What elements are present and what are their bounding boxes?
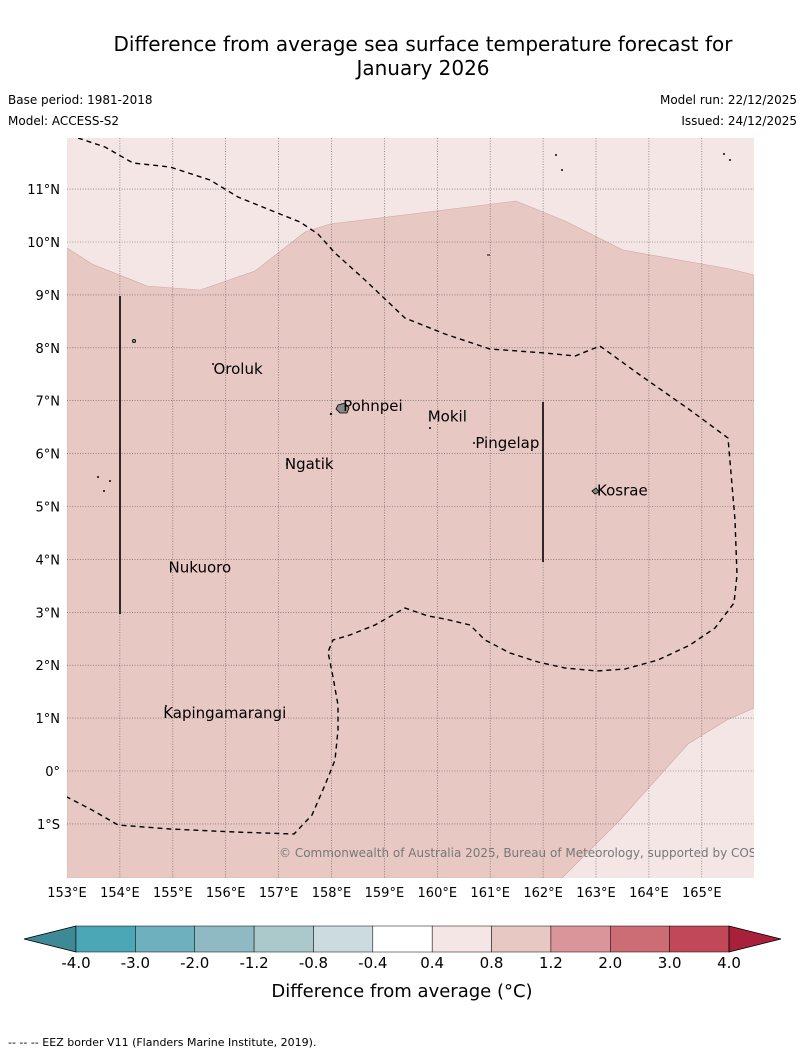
lat-tick-label: 3°N — [36, 606, 61, 621]
model-run: Model run: 22/12/2025 — [659, 93, 797, 107]
lat-tick-label: 8°N — [36, 342, 61, 357]
colorbar-tick-label: -4.0 — [61, 954, 90, 972]
lat-tick-label: 11°N — [27, 183, 60, 198]
place-label-oroluk: Oroluk — [213, 360, 262, 378]
map-title: Difference from average sea surface temp… — [40, 32, 804, 80]
lon-tick-label: 159°E — [365, 886, 405, 901]
lon-tick-label: 163°E — [576, 886, 616, 901]
island-dot — [472, 441, 475, 444]
eez-footnote: -- -- -- EEZ border V11 (Flanders Marine… — [8, 1036, 317, 1049]
pohnpei-island — [335, 402, 350, 414]
colorbar-tick-label: -0.8 — [299, 954, 328, 972]
lat-tick-label: 2°N — [36, 659, 61, 674]
island-dot — [329, 412, 333, 416]
lon-tick-label: 161°E — [470, 886, 510, 901]
island-dot — [723, 152, 726, 155]
colorbar-tick-label: -3.0 — [121, 954, 150, 972]
lon-tick-label: 153°E — [47, 886, 87, 901]
lat-tick-label: 5°N — [36, 501, 61, 516]
place-label-mokil: Mokil — [428, 408, 467, 426]
island-dot — [729, 158, 732, 161]
kosrae-island — [591, 487, 600, 495]
colorbar-segment — [431, 925, 492, 953]
colorbar-tick-label: 1.2 — [539, 954, 563, 972]
place-label-kapingamarangi: Kapingamarangi — [163, 704, 286, 722]
map-title-line1: Difference from average sea surface temp… — [113, 32, 733, 56]
lat-tick-label: 7°N — [36, 395, 61, 410]
island-dot — [109, 479, 112, 482]
colorbar-segment — [550, 925, 611, 953]
place-label-nukuoro: Nukuoro — [169, 558, 232, 576]
colorbar-segment — [313, 925, 374, 953]
islands — [97, 152, 732, 708]
colorbar-tick-label: -0.4 — [358, 954, 387, 972]
place-label-pingelap: Pingelap — [475, 434, 539, 452]
colorbar: -4.0 -3.0 -2.0 -1.2 -0.8 -0.4 0.4 0.8 1.2 2.0 3.0 4… — [23, 925, 782, 972]
anomaly-region-08-12 — [67, 200, 754, 878]
lon-tick-label: 164°E — [629, 886, 669, 901]
colorbar-tick-label: 0.4 — [420, 954, 444, 972]
colorbar-tick-label: 2.0 — [598, 954, 622, 972]
lat-tick-label: 4°N — [36, 553, 61, 568]
lat-tick-label: 6°N — [36, 448, 61, 463]
island-dot — [211, 362, 214, 365]
place-label-kosrae: Kosrae — [597, 482, 648, 500]
island-dot — [103, 489, 106, 492]
colorbar-tick-label: -2.0 — [180, 954, 209, 972]
lon-tick-label: 165°E — [682, 886, 722, 901]
lat-tick-label: 10°N — [27, 236, 60, 251]
lon-tick-label: 156°E — [206, 886, 246, 901]
colorbar-tick-label: 4.0 — [717, 954, 741, 972]
lat-tick-label: 1°S — [37, 818, 60, 833]
model-name: Model: ACCESS-S2 — [8, 114, 120, 128]
place-label-pohnpei: Pohnpei — [343, 397, 403, 415]
map-title-line2: January 2026 — [356, 56, 490, 80]
copyright-credit: © Commonwealth of Australia 2025, Bureau… — [279, 846, 784, 860]
colorbar-extend-low — [23, 925, 77, 953]
colorbar-extend-high — [728, 925, 782, 953]
island-dot — [561, 168, 564, 171]
colorbar-segment — [372, 925, 433, 953]
colorbar-segment — [75, 925, 136, 953]
eez-border-line — [67, 138, 738, 835]
place-labels: Oroluk Pohnpei Mokil Pingelap Ngatik Kosrae Nu… — [163, 360, 647, 722]
colorbar-segment — [669, 925, 730, 953]
colorbar-tick-label: -1.2 — [239, 954, 268, 972]
issued-date: Issued: 24/12/2025 — [681, 114, 797, 128]
colorbar-segment — [610, 925, 670, 953]
latitude-ticks: 11°N 10°N 9°N 8°N 7°N 6°N 5°N 4°N 3°N 2°N 1°N 0° 1°S — [27, 183, 60, 833]
island-dot — [555, 153, 558, 156]
lat-tick-label: 0° — [45, 765, 60, 780]
island-dot — [169, 568, 172, 571]
lat-tick-label: 1°N — [36, 712, 61, 727]
graticule — [67, 138, 754, 878]
island-dot — [164, 705, 167, 708]
longitude-ticks: 153°E 154°E 155°E 156°E 157°E 158°E 159°E 160°E… — [47, 886, 721, 901]
colorbar-segment — [253, 925, 314, 953]
island-dot — [285, 462, 288, 465]
lon-tick-label: 162°E — [523, 886, 563, 901]
colorbar-segment — [135, 925, 195, 953]
base-period: Base period: 1981-2018 — [8, 93, 153, 107]
island-dot — [428, 426, 431, 429]
place-label-ngatik: Ngatik — [285, 455, 334, 473]
island-dot — [131, 338, 136, 343]
lon-tick-label: 154°E — [100, 886, 140, 901]
lon-tick-label: 155°E — [153, 886, 193, 901]
colorbar-tick-label: 0.8 — [480, 954, 504, 972]
lon-tick-label: 160°E — [418, 886, 458, 901]
lon-tick-label: 157°E — [259, 886, 299, 901]
lon-tick-label: 158°E — [312, 886, 352, 901]
lat-tick-label: 9°N — [36, 289, 61, 304]
colorbar-label: Difference from average (°C) — [271, 981, 533, 1002]
colorbar-segment — [194, 925, 255, 953]
colorbar-tick-label: 3.0 — [658, 954, 682, 972]
map-frame: Oroluk Pohnpei Mokil Pingelap Ngatik Kosrae Nu… — [67, 138, 784, 878]
colorbar-segment — [491, 925, 552, 953]
island-dot — [97, 475, 100, 478]
eez-border — [67, 138, 738, 835]
